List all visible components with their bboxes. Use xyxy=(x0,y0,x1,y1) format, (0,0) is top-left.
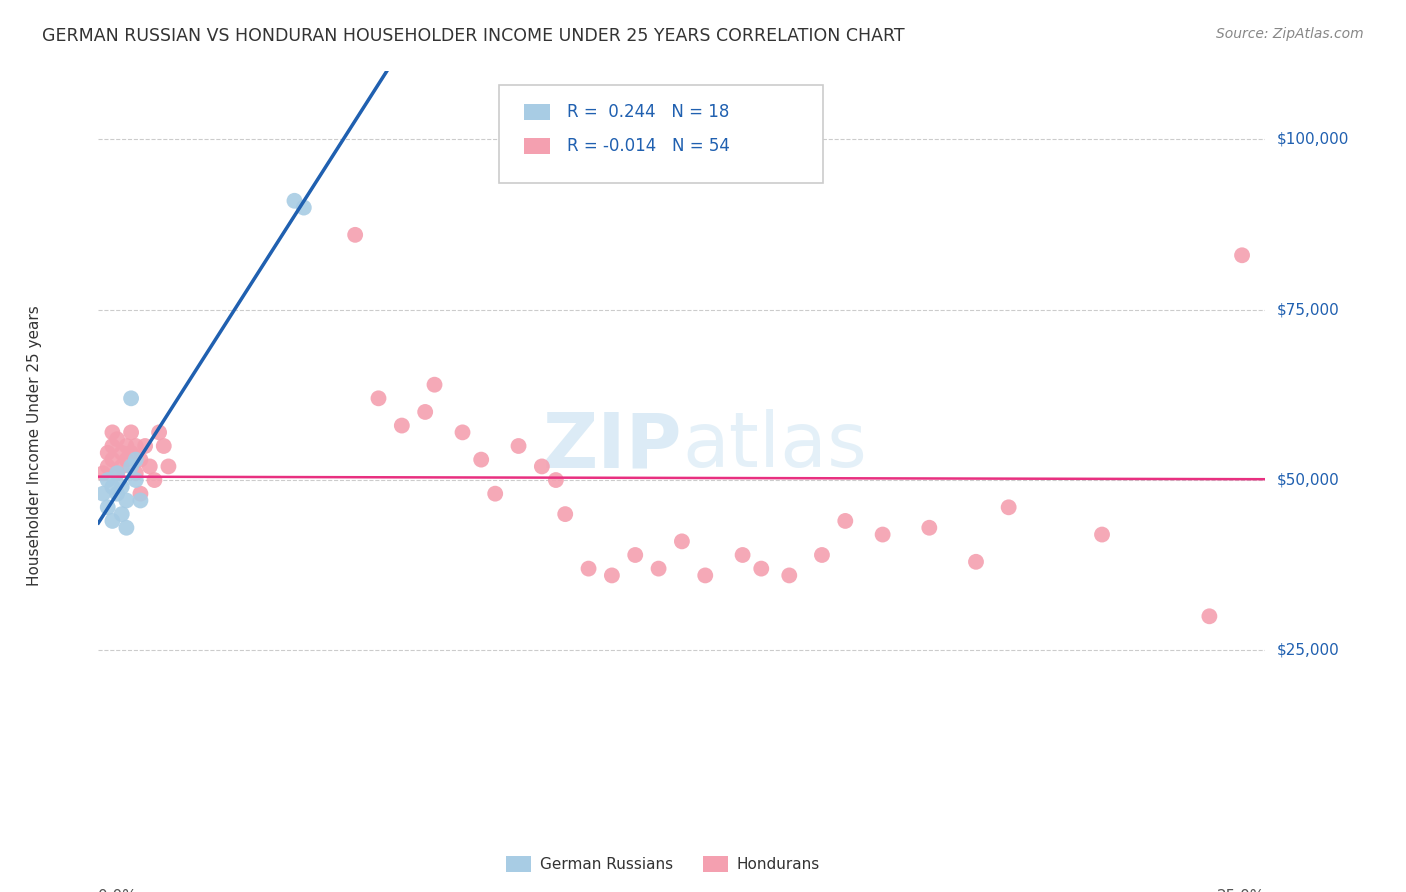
Text: GERMAN RUSSIAN VS HONDURAN HOUSEHOLDER INCOME UNDER 25 YEARS CORRELATION CHART: GERMAN RUSSIAN VS HONDURAN HOUSEHOLDER I… xyxy=(42,27,905,45)
Point xyxy=(1230,248,1253,262)
Point xyxy=(1091,527,1114,541)
Point xyxy=(731,548,754,562)
Point xyxy=(129,486,152,500)
Point xyxy=(125,473,148,487)
Point xyxy=(647,561,669,575)
Text: $75,000: $75,000 xyxy=(1277,302,1340,318)
Point xyxy=(508,439,530,453)
Text: 0.0%: 0.0% xyxy=(98,888,138,892)
Point xyxy=(143,473,166,487)
Point xyxy=(872,527,894,541)
Point xyxy=(997,500,1019,515)
Point xyxy=(115,521,138,535)
Point xyxy=(367,392,389,406)
Point xyxy=(484,486,506,500)
Text: $50,000: $50,000 xyxy=(1277,473,1340,488)
Point xyxy=(120,459,142,474)
Point xyxy=(97,473,120,487)
Text: ZIP: ZIP xyxy=(543,409,682,483)
Point xyxy=(105,432,128,446)
Point xyxy=(811,548,834,562)
Point xyxy=(695,568,717,582)
Text: Householder Income Under 25 years: Householder Income Under 25 years xyxy=(27,306,42,586)
Point xyxy=(105,467,128,481)
Point xyxy=(129,493,152,508)
Text: Hondurans: Hondurans xyxy=(737,857,820,871)
Point xyxy=(749,561,772,575)
Point xyxy=(391,418,413,433)
Point xyxy=(600,568,623,582)
Text: $100,000: $100,000 xyxy=(1277,132,1348,147)
Point xyxy=(111,446,134,460)
Point xyxy=(413,405,436,419)
Point xyxy=(918,521,941,535)
Point xyxy=(423,377,446,392)
Point xyxy=(554,507,576,521)
Text: R =  0.244   N = 18: R = 0.244 N = 18 xyxy=(567,103,728,121)
Point xyxy=(292,201,315,215)
Point xyxy=(91,486,114,500)
Point xyxy=(834,514,856,528)
Point xyxy=(97,500,120,515)
Point xyxy=(101,439,124,453)
Point xyxy=(624,548,647,562)
Point xyxy=(97,459,120,474)
Text: R = -0.014   N = 54: R = -0.014 N = 54 xyxy=(567,137,730,155)
Point xyxy=(778,568,800,582)
Point xyxy=(671,534,693,549)
Point xyxy=(97,446,120,460)
Point xyxy=(111,459,134,474)
Point xyxy=(578,561,600,575)
Point xyxy=(111,507,134,521)
Point xyxy=(283,194,305,208)
Point xyxy=(139,459,162,474)
Point xyxy=(125,439,148,453)
Point xyxy=(148,425,170,440)
Point xyxy=(965,555,987,569)
Point xyxy=(134,439,156,453)
Text: 25.0%: 25.0% xyxy=(1218,888,1265,892)
Point xyxy=(157,459,180,474)
Point xyxy=(111,480,134,494)
Point xyxy=(115,439,138,453)
Point xyxy=(120,446,142,460)
Point xyxy=(125,452,148,467)
Point xyxy=(105,486,128,500)
Point xyxy=(344,227,367,242)
Point xyxy=(1198,609,1220,624)
Point xyxy=(470,452,492,467)
Text: atlas: atlas xyxy=(682,409,866,483)
Point xyxy=(120,425,142,440)
Text: $25,000: $25,000 xyxy=(1277,643,1340,657)
Point xyxy=(451,425,474,440)
Point xyxy=(544,473,567,487)
Point xyxy=(129,452,152,467)
Point xyxy=(530,459,553,474)
Text: German Russians: German Russians xyxy=(540,857,673,871)
Point xyxy=(152,439,174,453)
Point xyxy=(101,480,124,494)
Point xyxy=(101,425,124,440)
Point xyxy=(91,467,114,481)
Point xyxy=(115,452,138,467)
Point xyxy=(105,467,128,481)
Point xyxy=(101,514,124,528)
Text: Source: ZipAtlas.com: Source: ZipAtlas.com xyxy=(1216,27,1364,41)
Point xyxy=(101,452,124,467)
Point xyxy=(120,392,142,406)
Point xyxy=(125,467,148,481)
Point xyxy=(115,493,138,508)
